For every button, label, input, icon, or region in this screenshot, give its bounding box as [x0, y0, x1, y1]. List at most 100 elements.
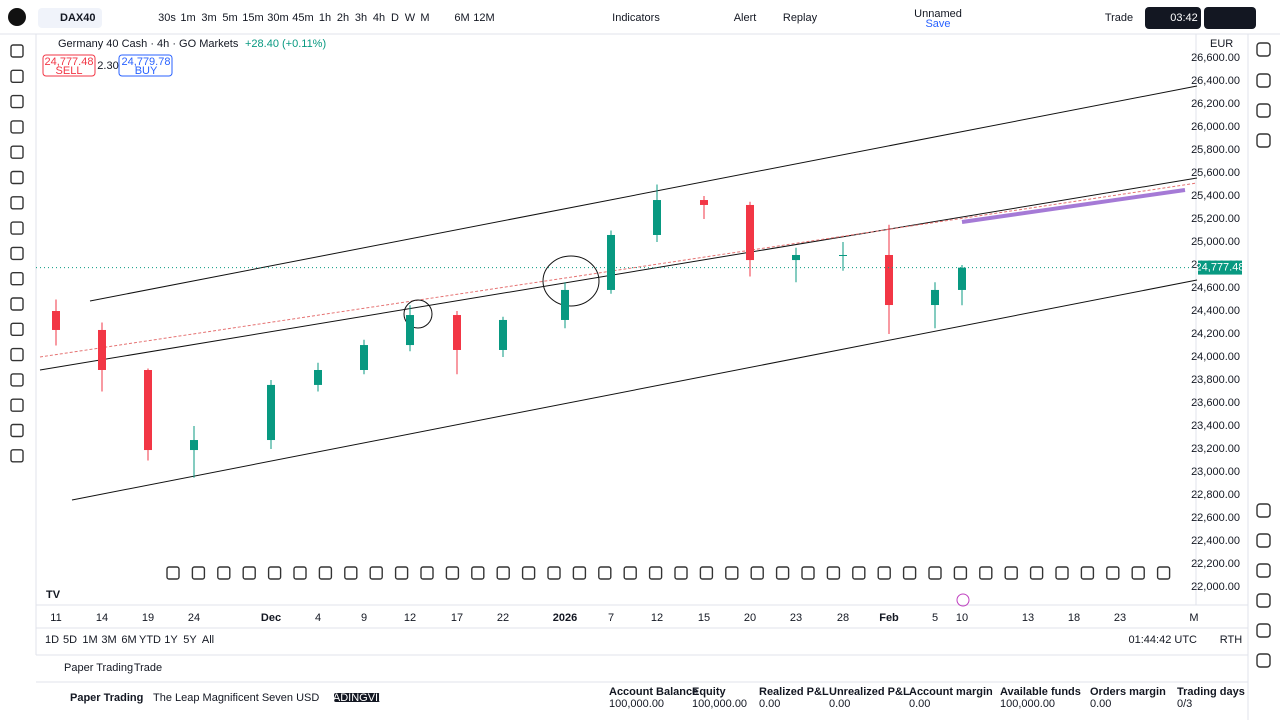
account[interactable]: Paper Trading	[70, 692, 143, 704]
side-icon[interactable]	[1256, 533, 1271, 548]
tool-icon[interactable]	[10, 347, 24, 362]
tool-icon[interactable]	[471, 566, 485, 580]
tool-icon[interactable]	[344, 566, 358, 580]
channel-middle[interactable]	[39, 177, 1198, 371]
range[interactable]: 5D	[63, 634, 77, 646]
panel-tab[interactable]: Paper Trading	[64, 662, 133, 674]
circle-drawing[interactable]	[403, 299, 433, 329]
range[interactable]: All	[202, 634, 214, 646]
panel-tab[interactable]: Trade	[134, 662, 162, 674]
side-icon[interactable]	[1256, 563, 1271, 578]
tool-icon[interactable]	[10, 221, 24, 235]
tool-icon[interactable]	[10, 170, 24, 185]
side-icon[interactable]	[1256, 623, 1271, 638]
session[interactable]: RTH	[1220, 634, 1242, 646]
interval[interactable]: 30m	[267, 12, 288, 24]
tool-icon[interactable]	[10, 373, 24, 387]
tool-icon[interactable]	[1080, 566, 1095, 580]
tool-icon[interactable]	[1055, 566, 1069, 580]
tool-icon[interactable]	[1156, 566, 1171, 580]
range[interactable]: 3M	[101, 634, 116, 646]
side-icon[interactable]	[1256, 103, 1271, 118]
sell[interactable]: SELL	[56, 65, 83, 77]
symbol-box[interactable]	[38, 8, 102, 28]
tool-icon[interactable]	[394, 566, 409, 580]
tool-icon[interactable]	[775, 566, 790, 580]
tool-icon[interactable]	[10, 145, 24, 159]
interval[interactable]: W	[405, 12, 416, 24]
side-icon[interactable]	[1256, 503, 1271, 518]
tool-icon[interactable]	[521, 566, 536, 580]
side-icon[interactable]	[1256, 593, 1271, 608]
interval[interactable]: M	[420, 12, 429, 24]
tool-icon[interactable]	[725, 566, 739, 580]
side-icon[interactable]	[1256, 133, 1271, 148]
interval[interactable]: 4h	[373, 12, 385, 24]
tool-icon[interactable]	[1029, 566, 1044, 580]
tool-icon[interactable]	[10, 398, 24, 412]
tool-icon[interactable]	[547, 566, 561, 580]
controls-box[interactable]	[1204, 7, 1256, 29]
buy-box[interactable]	[118, 54, 173, 77]
sell-price[interactable]: 24,777.48	[45, 56, 94, 68]
currency[interactable]: EUR	[1210, 38, 1233, 50]
interval[interactable]: 45m	[292, 12, 313, 24]
buy-price[interactable]: 24,779.78	[122, 56, 171, 68]
tool-icon[interactable]	[699, 566, 714, 580]
tool-icon[interactable]	[674, 566, 688, 580]
tool-icon[interactable]	[623, 566, 637, 580]
range[interactable]: 5Y	[183, 634, 197, 646]
strategy[interactable]: The Leap Magnificent Seven USD	[153, 692, 319, 704]
tool-icon[interactable]	[10, 44, 24, 58]
side-icon[interactable]	[1256, 73, 1271, 88]
interval[interactable]: 6M	[454, 12, 469, 24]
channel-upper[interactable]	[89, 85, 1198, 302]
tool-icon[interactable]	[801, 566, 815, 580]
tool-icon[interactable]	[572, 566, 587, 580]
sell-box[interactable]	[42, 54, 96, 77]
tool-icon[interactable]	[191, 566, 206, 580]
tool-icon[interactable]	[445, 566, 460, 580]
tool-icon[interactable]	[928, 566, 942, 580]
interval[interactable]: D	[391, 12, 399, 24]
dashed-line[interactable]	[39, 182, 1198, 358]
tool-icon[interactable]	[217, 566, 231, 580]
buy[interactable]: BUY	[135, 65, 158, 77]
symbol[interactable]: DAX40	[60, 12, 95, 24]
channel-lower[interactable]	[71, 279, 1198, 501]
alert[interactable]: Alert	[734, 12, 757, 24]
tool-icon[interactable]	[293, 566, 307, 580]
timer-box[interactable]	[1145, 7, 1201, 29]
range[interactable]: YTD	[139, 634, 161, 646]
tool-icon[interactable]	[750, 566, 764, 580]
tool-icon[interactable]	[902, 566, 917, 580]
replay[interactable]: Replay	[783, 12, 818, 24]
trade[interactable]: Trade	[1105, 12, 1133, 24]
tool-icon[interactable]	[1004, 566, 1018, 580]
tool-icon[interactable]	[598, 566, 612, 580]
interval[interactable]: 15m	[242, 12, 263, 24]
tool-icon[interactable]	[166, 566, 180, 580]
tool-icon[interactable]	[10, 94, 24, 109]
indicators[interactable]: Indicators	[612, 12, 660, 24]
side-icon[interactable]	[1256, 42, 1271, 57]
tool-icon[interactable]	[420, 566, 434, 580]
interval[interactable]: 3m	[201, 12, 216, 24]
interval[interactable]: 12M	[473, 12, 494, 24]
tool-icon[interactable]	[10, 69, 24, 84]
tool-icon[interactable]	[877, 566, 891, 580]
interval[interactable]: 1h	[319, 12, 331, 24]
tool-icon[interactable]	[242, 566, 256, 580]
tool-icon[interactable]	[1106, 566, 1120, 580]
tool-icon[interactable]	[318, 566, 333, 580]
logo[interactable]	[8, 8, 26, 26]
tool-icon[interactable]	[10, 297, 24, 311]
tool-icon[interactable]	[852, 566, 866, 580]
tool-icon[interactable]	[10, 449, 24, 463]
range[interactable]: 6M	[121, 634, 136, 646]
range[interactable]: 1D	[45, 634, 59, 646]
tool-icon[interactable]	[826, 566, 841, 580]
tool-icon[interactable]	[10, 196, 24, 210]
tool-icon[interactable]	[496, 566, 510, 580]
interval[interactable]: 1m	[180, 12, 195, 24]
